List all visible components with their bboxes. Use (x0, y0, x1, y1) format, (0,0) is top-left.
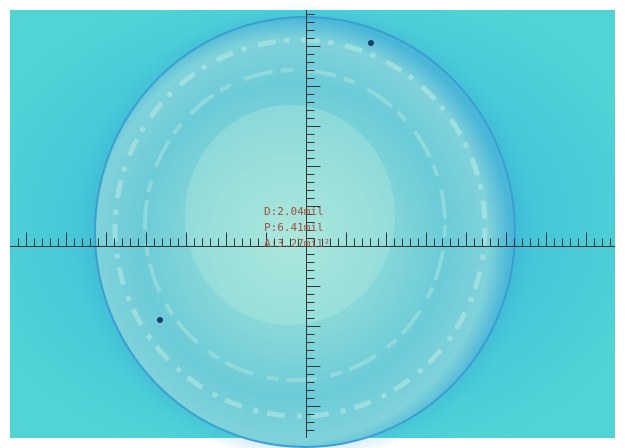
texture-ring (143, 68, 447, 382)
perimeter-readout: P:6.41mil (264, 221, 324, 234)
specimen-disk (94, 16, 516, 448)
texture-ring (112, 37, 488, 419)
center-patch (185, 105, 395, 325)
particle (157, 317, 163, 323)
area-readout: A:3.27mil² (264, 237, 330, 250)
diameter-readout: D:2.04mil (264, 205, 324, 218)
particle (368, 40, 374, 46)
reticle (10, 10, 615, 438)
